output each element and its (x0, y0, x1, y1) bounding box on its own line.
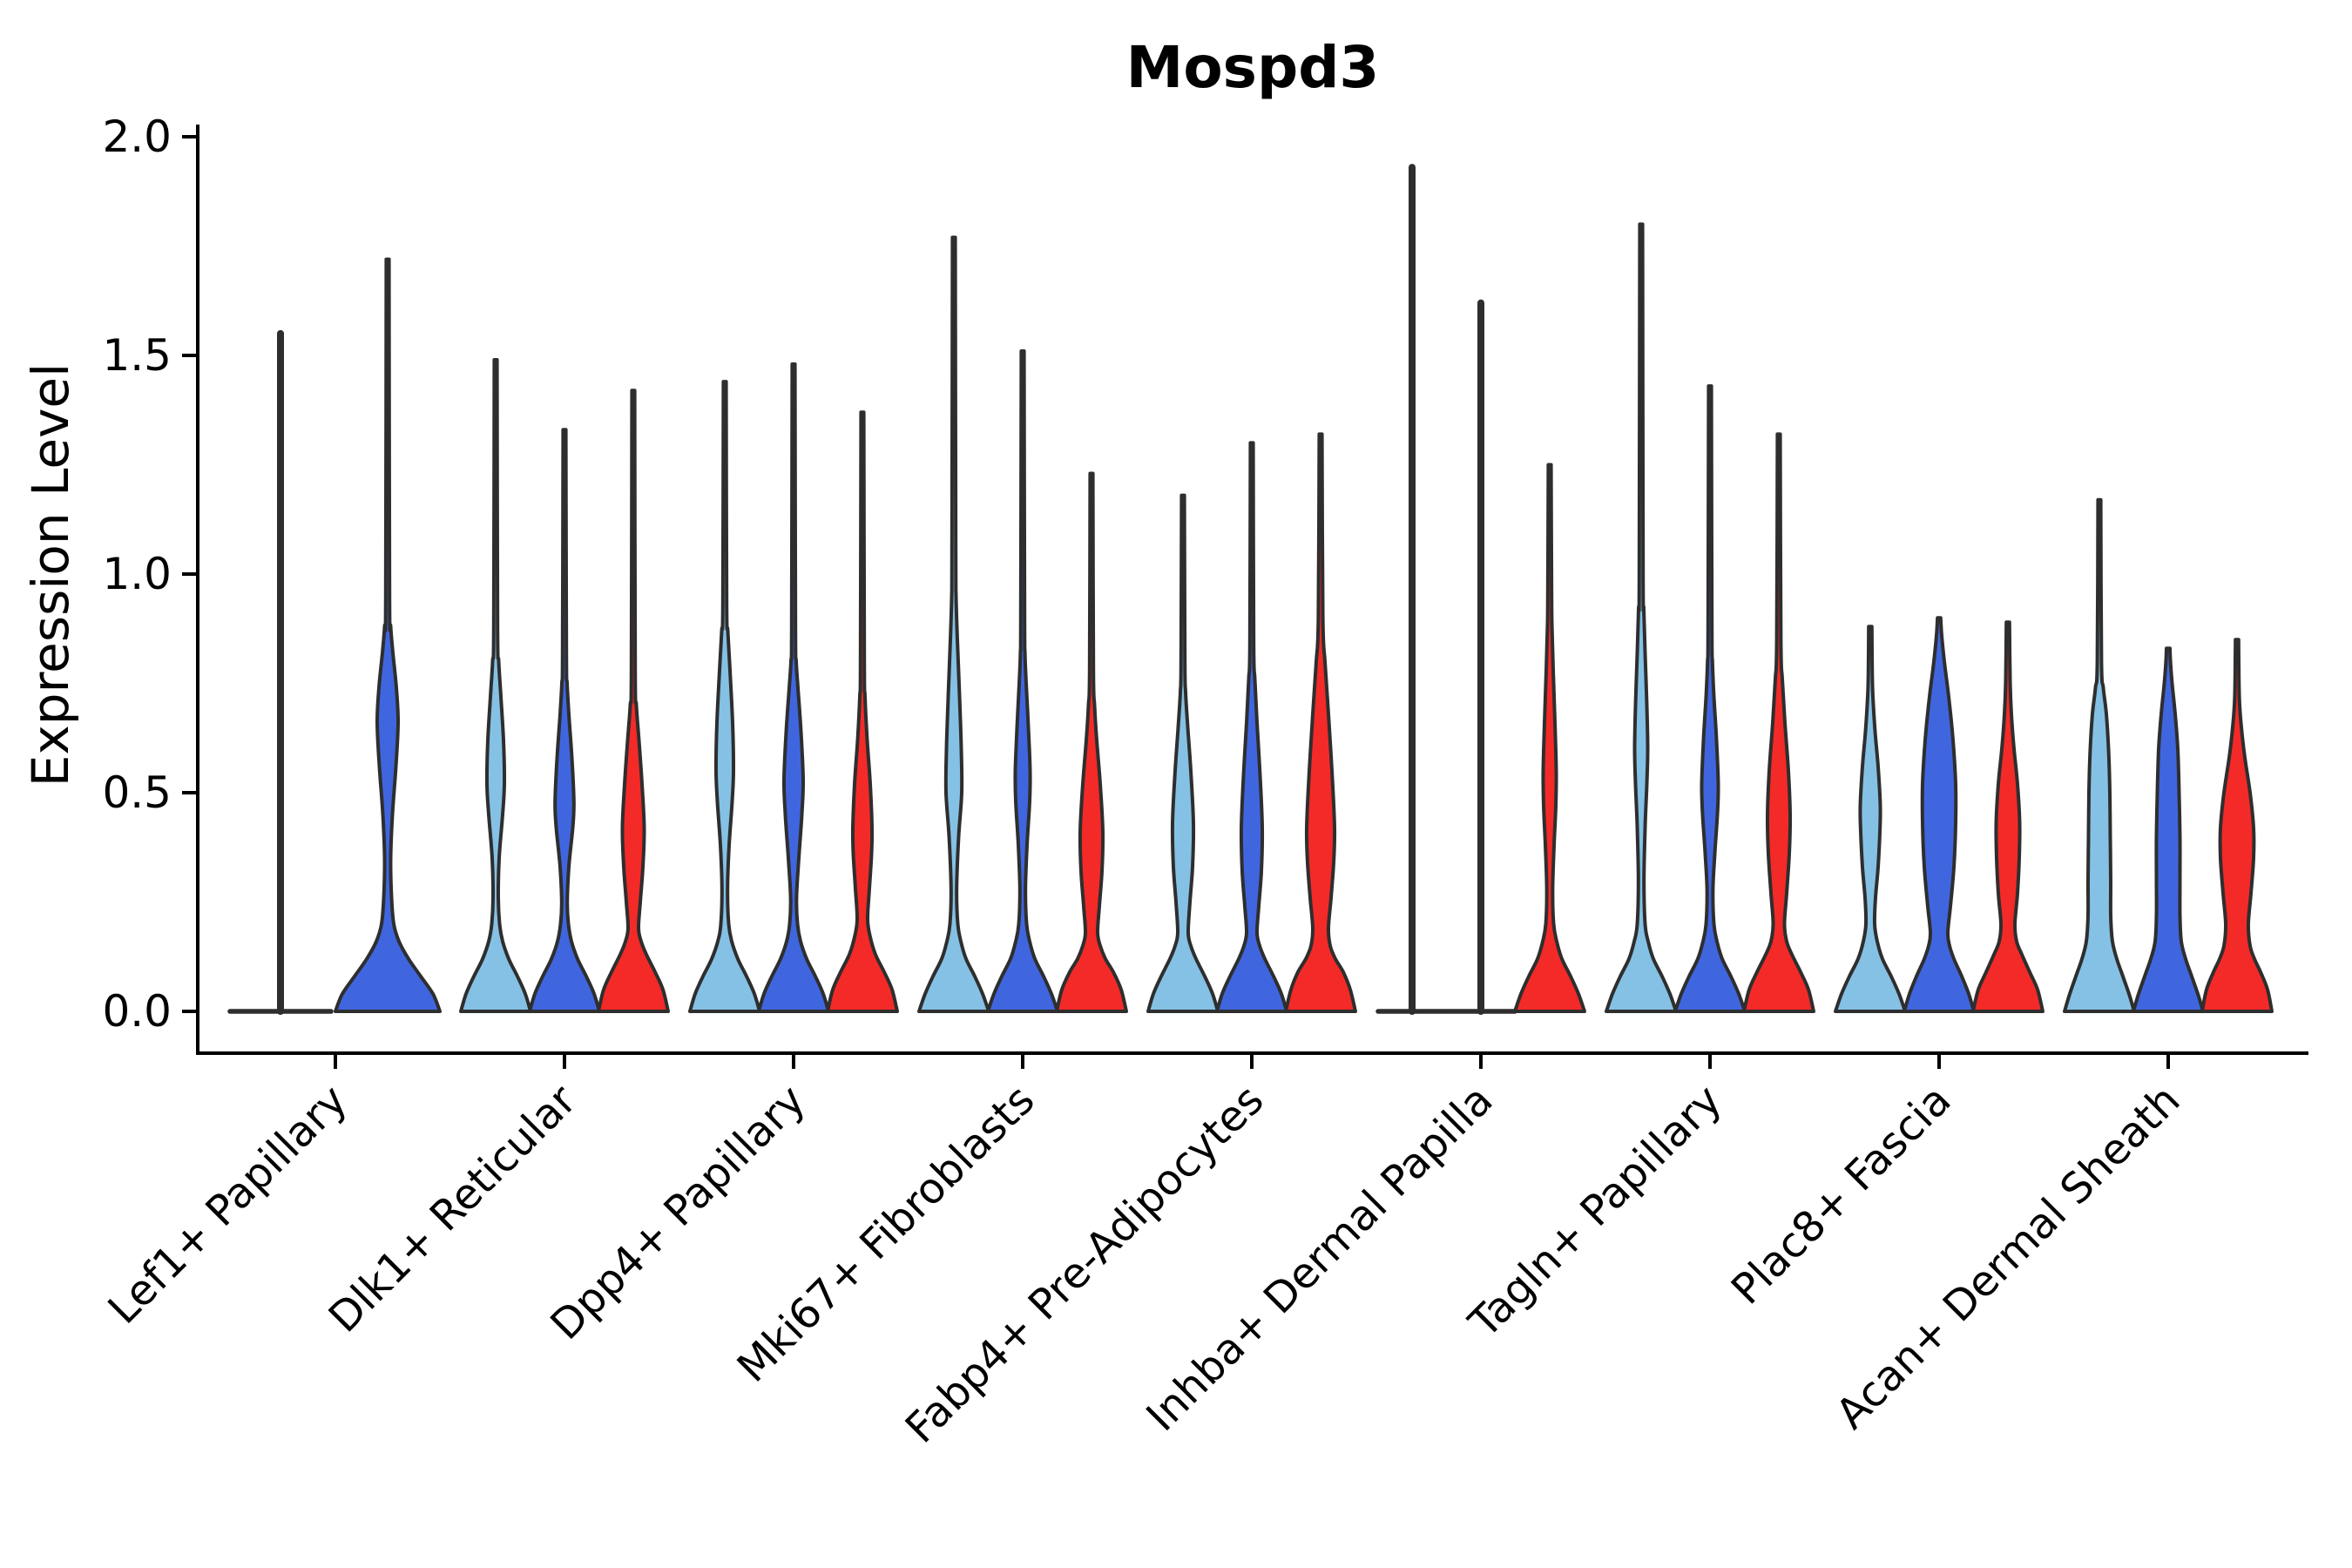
violin-dark_blue (334, 257, 442, 1013)
violin-series (227, 164, 2274, 1015)
y-tick-label: 0.5 (102, 767, 172, 818)
x-tick-label: Tagln+ Papillary (1459, 1076, 1731, 1348)
y-tick-label: 0.0 (102, 986, 172, 1037)
violin-light_blue (1834, 625, 1907, 1013)
x-tick-label: Dpp4+ Papillary (541, 1076, 814, 1349)
violin-red (597, 389, 670, 1013)
y-axis-label: Expression Level (21, 363, 80, 787)
x-tick-label: Plac8+ Fascia (1722, 1076, 1961, 1315)
chart-title: Mospd3 (1126, 34, 1380, 101)
violin-dark_blue (1673, 384, 1747, 1013)
violin-red (1971, 620, 2044, 1013)
violin-red (1742, 432, 1815, 1013)
y-tick-label: 1.0 (102, 549, 172, 599)
violin-dark_blue (2132, 646, 2205, 1013)
violin-light_blue (917, 235, 990, 1013)
violin-dark_blue (528, 428, 601, 1013)
x-tick-label: Dlk1+ Reticular (320, 1076, 586, 1342)
violin-light_blue (2063, 497, 2136, 1013)
violin-dark_blue (757, 362, 830, 1013)
violin-light_blue (1605, 222, 1678, 1013)
y-axis-ticks: 0.0 0.5 1.0 1.5 2.0 (102, 112, 198, 1037)
violin-light_blue (459, 358, 532, 1013)
violin-red (1513, 463, 1586, 1013)
violin-dark_blue (1903, 616, 1976, 1013)
violin-red (826, 410, 899, 1013)
violin-red (2200, 638, 2274, 1013)
x-tick-label: Lef1+ Papillary (99, 1076, 357, 1334)
violin-dark_blue (986, 349, 1059, 1013)
violin-red (1284, 432, 1357, 1013)
violin-light_blue (688, 380, 761, 1013)
violin-light_blue (1146, 493, 1220, 1013)
y-tick-label: 1.5 (102, 330, 172, 381)
y-tick-label: 2.0 (102, 112, 172, 162)
violin-dark_blue (1215, 441, 1288, 1013)
violin-red (1055, 471, 1128, 1013)
